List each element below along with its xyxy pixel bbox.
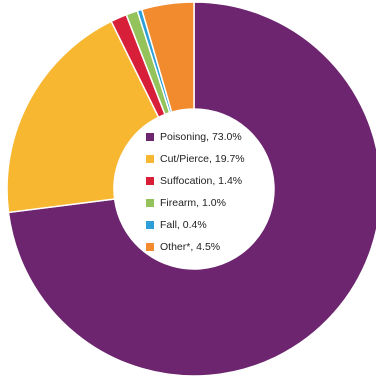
legend-swatch-poisoning <box>146 133 154 141</box>
legend-label-suffocation: Suffocation, 1.4% <box>160 175 243 187</box>
legend-swatch-other <box>146 243 154 251</box>
legend-label-poisoning: Poisoning, 73.0% <box>160 131 242 143</box>
legend-swatch-firearm <box>146 199 154 207</box>
slice-poisoning <box>7 1 376 377</box>
legend-label-other: Other*, 4.5% <box>160 241 221 253</box>
legend-label-fall: Fall, 0.4% <box>160 219 207 231</box>
chart-legend: Poisoning, 73.0% Cut/Pierce, 19.7% Suffo… <box>146 126 245 258</box>
legend-item-fall: Fall, 0.4% <box>146 214 245 236</box>
legend-label-cut-pierce: Cut/Pierce, 19.7% <box>160 153 245 165</box>
legend-label-firearm: Firearm, 1.0% <box>160 197 226 209</box>
legend-swatch-suffocation <box>146 177 154 185</box>
donut-hole <box>114 109 274 269</box>
legend-item-suffocation: Suffocation, 1.4% <box>146 170 245 192</box>
legend-swatch-cut-pierce <box>146 155 154 163</box>
legend-item-other: Other*, 4.5% <box>146 236 245 258</box>
legend-swatch-fall <box>146 221 154 229</box>
legend-item-cut-pierce: Cut/Pierce, 19.7% <box>146 148 245 170</box>
legend-item-firearm: Firearm, 1.0% <box>146 192 245 214</box>
legend-item-poisoning: Poisoning, 73.0% <box>146 126 245 148</box>
